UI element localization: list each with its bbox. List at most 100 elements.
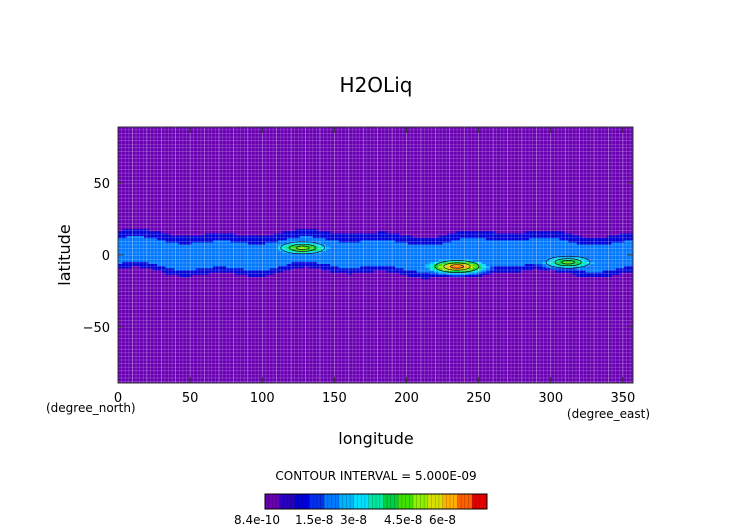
field-cell	[321, 233, 327, 236]
field-cell	[213, 233, 218, 236]
field-cell	[169, 235, 175, 239]
field-cell	[550, 263, 556, 267]
field-cell	[511, 248, 517, 252]
field-cell	[550, 265, 556, 269]
field-cell	[446, 250, 452, 254]
field-cell	[122, 252, 128, 256]
field-cell	[468, 248, 474, 252]
field-cell	[416, 274, 422, 277]
field-cell	[126, 235, 132, 239]
field-cell	[598, 255, 604, 258]
field-cell	[195, 257, 201, 260]
field-cell	[516, 239, 521, 243]
field-cell	[217, 237, 223, 241]
field-cell	[546, 248, 552, 252]
field-cell	[576, 274, 582, 277]
field-cell	[165, 237, 171, 241]
field-cell	[213, 270, 218, 273]
field-cell	[252, 257, 257, 260]
field-cell	[390, 248, 396, 252]
field-cell	[494, 267, 500, 271]
field-cell	[265, 259, 270, 262]
field-cell	[407, 257, 413, 260]
field-cell	[386, 263, 392, 267]
field-cell	[343, 257, 348, 260]
field-cell	[624, 252, 630, 256]
field-cell	[438, 244, 443, 247]
field-cell	[351, 259, 357, 262]
field-cell	[330, 267, 335, 271]
field-cell	[581, 250, 586, 254]
field-cell	[139, 242, 145, 245]
field-cell	[182, 242, 188, 245]
field-cell	[126, 263, 132, 267]
field-cell	[221, 252, 227, 256]
field-cell	[494, 237, 500, 241]
field-cell	[195, 250, 201, 254]
field-cell	[581, 274, 586, 277]
field-cell	[442, 265, 448, 269]
field-cell	[191, 267, 197, 271]
field-cell	[381, 257, 387, 260]
field-cell	[403, 237, 409, 241]
field-cell	[498, 259, 504, 262]
field-cell	[438, 263, 443, 267]
field-cell	[243, 267, 249, 271]
field-cell	[369, 250, 374, 254]
field-cell	[542, 265, 547, 269]
field-cell	[451, 239, 456, 243]
field-cell	[334, 270, 340, 273]
field-cell	[343, 261, 348, 265]
field-cell	[256, 259, 262, 262]
field-cell	[260, 274, 266, 277]
field-cell	[589, 263, 595, 267]
field-cell	[472, 257, 478, 260]
field-cell	[607, 261, 612, 265]
field-cell	[308, 257, 314, 260]
field-cell	[221, 261, 227, 265]
field-cell	[286, 263, 292, 267]
field-cell	[377, 244, 383, 247]
field-cell	[516, 267, 521, 271]
field-cell	[351, 246, 357, 249]
field-cell	[221, 270, 227, 273]
field-cell	[442, 248, 448, 252]
field-cell	[200, 270, 205, 273]
field-cell	[260, 272, 266, 275]
field-cell	[399, 265, 405, 269]
field-cell	[407, 237, 413, 241]
field-cell	[537, 246, 543, 249]
field-cell	[282, 261, 288, 265]
field-cell	[485, 263, 491, 267]
field-cell	[347, 242, 353, 245]
field-cell	[464, 248, 469, 252]
field-cell	[178, 267, 184, 271]
field-cell	[347, 259, 353, 262]
field-cell	[213, 259, 218, 262]
field-cell	[412, 242, 418, 245]
field-cell	[377, 265, 383, 269]
field-cell	[628, 265, 634, 269]
field-cell	[620, 263, 625, 267]
field-cell	[269, 237, 275, 241]
field-cell	[143, 229, 149, 232]
field-cell	[282, 242, 288, 245]
field-cell	[130, 263, 136, 267]
field-cell	[230, 235, 236, 239]
field-cell	[191, 257, 197, 260]
field-cell	[325, 237, 331, 241]
field-cell	[381, 255, 387, 258]
field-cell	[598, 261, 604, 265]
field-cell	[589, 272, 595, 275]
field-cell	[351, 242, 357, 245]
field-cell	[351, 261, 357, 265]
field-cell	[550, 237, 556, 241]
field-cell	[269, 248, 275, 252]
field-cell	[537, 233, 543, 236]
field-cell	[451, 244, 456, 247]
field-cell	[143, 250, 149, 254]
field-cell	[477, 237, 482, 241]
chart-title: H2OLiq	[340, 73, 413, 97]
field-cell	[407, 248, 413, 252]
field-cell	[507, 257, 513, 260]
